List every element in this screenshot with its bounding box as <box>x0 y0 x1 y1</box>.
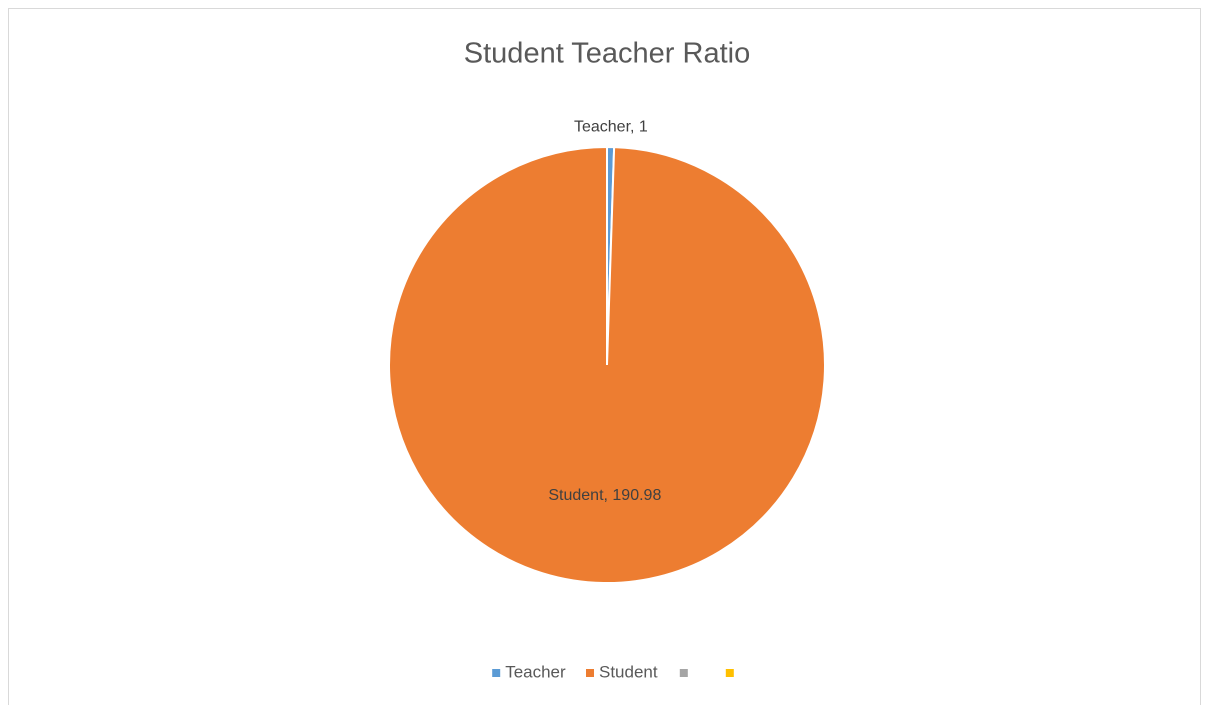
legend-marker <box>725 669 734 677</box>
chart-title: Student Teacher Ratio <box>464 38 750 70</box>
pie-slice <box>387 145 826 584</box>
legend-marker <box>492 669 501 677</box>
legend-marker <box>586 669 594 677</box>
legend-label: Student <box>599 662 658 681</box>
data-label: Student, 190.98 <box>548 487 661 504</box>
legend-label: Teacher <box>505 662 566 681</box>
data-label: Teacher, 1 <box>574 118 648 135</box>
legend-marker <box>679 669 688 677</box>
